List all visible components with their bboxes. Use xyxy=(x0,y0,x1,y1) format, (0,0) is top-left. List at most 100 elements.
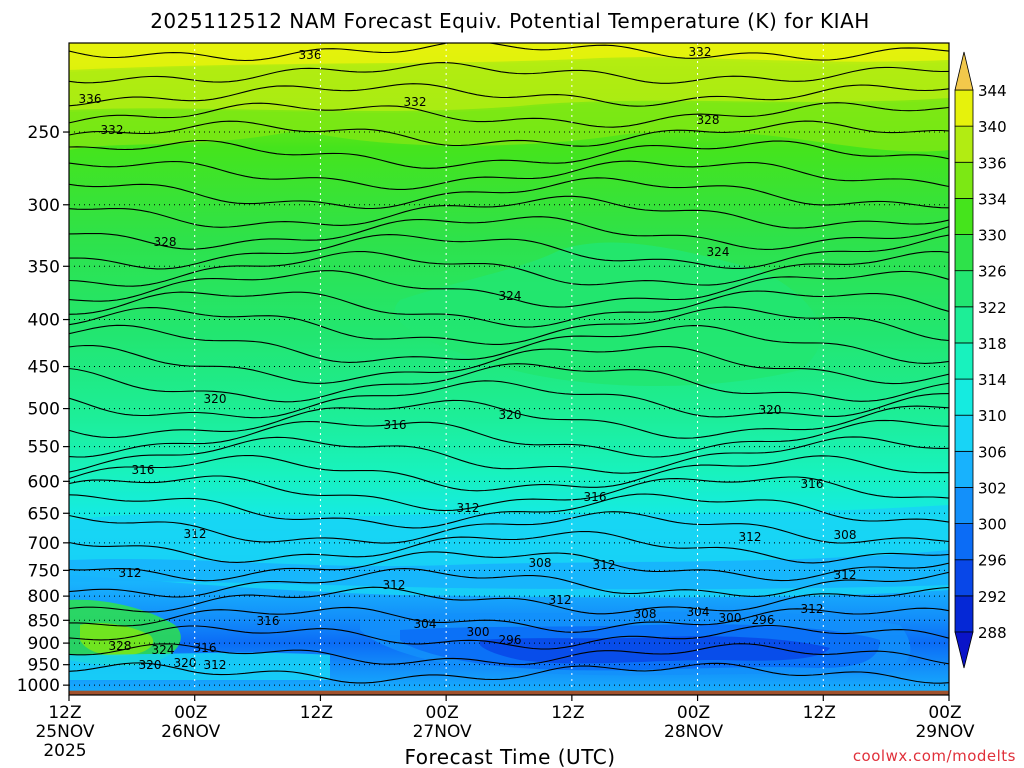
chart-title: 2025112512 NAM Forecast Equiv. Potential… xyxy=(150,9,870,33)
y-tick-label: 600 xyxy=(28,472,60,492)
contour-label: 300 xyxy=(719,611,742,625)
colorbar-swatch xyxy=(954,89,974,127)
x-tick-label: 29NOV xyxy=(915,722,974,742)
contour-label: 296 xyxy=(499,633,522,647)
contour-label: 316 xyxy=(132,463,155,477)
contour-label: 312 xyxy=(801,602,824,616)
contour-label: 316 xyxy=(384,418,407,432)
contour-label: 332 xyxy=(404,95,427,109)
y-tick-label: 850 xyxy=(28,611,60,631)
contour-line xyxy=(69,662,949,684)
contour-label: 336 xyxy=(299,48,322,62)
contour-line xyxy=(69,606,949,633)
contour-line xyxy=(69,586,949,615)
dry-layer xyxy=(69,550,949,590)
colorbar-label: 306 xyxy=(978,443,1007,461)
contour-label: 320 xyxy=(759,403,782,417)
contour-label: 316 xyxy=(257,614,280,628)
contour-line xyxy=(69,290,949,328)
contour-label: 308 xyxy=(529,556,552,570)
x-axis-label: Forecast Time (UTC) xyxy=(404,745,615,768)
contour-label: 328 xyxy=(109,639,132,653)
contour-line xyxy=(69,234,949,270)
contour-label: 320 xyxy=(174,656,197,670)
contour-line xyxy=(69,344,949,385)
y-tick-label: 900 xyxy=(28,634,60,654)
contour-line xyxy=(69,363,949,403)
colorbar-swatch xyxy=(954,487,974,525)
colorbar-label: 326 xyxy=(978,263,1007,281)
contour-line xyxy=(69,270,949,308)
contour-label: 320 xyxy=(499,408,522,422)
contour-line xyxy=(69,475,949,512)
contour-line xyxy=(69,324,949,364)
colorbar-swatch xyxy=(954,450,974,488)
colorbar-label: 296 xyxy=(978,552,1007,570)
low-coldest-pool xyxy=(480,636,830,664)
contour-label: 324 xyxy=(707,245,730,259)
contour-line xyxy=(69,160,949,190)
contour-line xyxy=(69,530,949,564)
contour-label: 304 xyxy=(687,605,710,619)
colorbar-arrow-bottom xyxy=(954,631,974,669)
midlevel-core xyxy=(394,242,821,387)
y-tick-label: 1000 xyxy=(17,676,60,696)
grid-lines xyxy=(68,42,950,696)
colorbar-swatch xyxy=(954,414,974,452)
contour-label: 304 xyxy=(414,617,437,631)
colorbar-swatch xyxy=(954,125,974,163)
y-tick-label: 800 xyxy=(28,587,60,607)
contour-label: 332 xyxy=(101,123,124,137)
colorbar-label: 300 xyxy=(978,516,1007,534)
contour-label: 312 xyxy=(184,527,207,541)
y-tick-label: 700 xyxy=(28,534,60,554)
colorbar-swatch xyxy=(954,234,974,272)
boundary-layer xyxy=(69,652,330,680)
x-tick-label: 12Z xyxy=(300,703,333,723)
contour-line xyxy=(69,493,949,529)
x-tick-label: 27NOV xyxy=(413,722,472,742)
contour-line xyxy=(69,624,949,650)
contour-label: 328 xyxy=(154,235,177,249)
x-tick-label: 00Z xyxy=(426,703,459,723)
colorbar-swatch xyxy=(954,197,974,235)
contour-label: 300 xyxy=(467,625,490,639)
contour-line xyxy=(69,139,949,169)
contour-line xyxy=(69,306,949,345)
y-tick-label: 650 xyxy=(28,504,60,524)
x-tick-label: 2025 xyxy=(43,741,86,761)
contour-label: 328 xyxy=(697,113,720,127)
contour-label: 316 xyxy=(801,477,824,491)
contour-line xyxy=(69,43,949,62)
contour-line xyxy=(69,454,949,492)
y-tick-label: 250 xyxy=(28,123,60,143)
contour-line xyxy=(69,62,949,84)
contour-line xyxy=(69,399,949,439)
contour-label: 312 xyxy=(204,658,227,672)
contour-label: 316 xyxy=(194,641,217,655)
colorbar-swatch xyxy=(954,595,974,633)
x-tick-label: 00Z xyxy=(174,703,207,723)
terrain-strip xyxy=(69,690,949,695)
colorbar-label: 292 xyxy=(978,588,1007,606)
colorbar-swatch xyxy=(954,378,974,416)
colorbar-label: 330 xyxy=(978,227,1007,245)
contour-line xyxy=(69,83,949,107)
contour-line xyxy=(69,177,949,210)
colorbar-label: 344 xyxy=(978,82,1007,100)
upper-green-band xyxy=(69,98,949,152)
x-tick-label: 12Z xyxy=(551,703,584,723)
y-tick-label: 950 xyxy=(28,656,60,676)
contour-label: 308 xyxy=(834,528,857,542)
x-tick-label: 12Z xyxy=(48,703,81,723)
colorbar-swatch xyxy=(954,523,974,561)
colorbar-swatch xyxy=(954,161,974,199)
y-tick-label: 300 xyxy=(28,196,60,216)
contour-label: 312 xyxy=(383,578,406,592)
colorbar-swatch xyxy=(954,559,974,597)
contour-label: 312 xyxy=(549,593,572,607)
colorbar-label: 314 xyxy=(978,371,1007,389)
contour-label: 332 xyxy=(689,45,712,59)
